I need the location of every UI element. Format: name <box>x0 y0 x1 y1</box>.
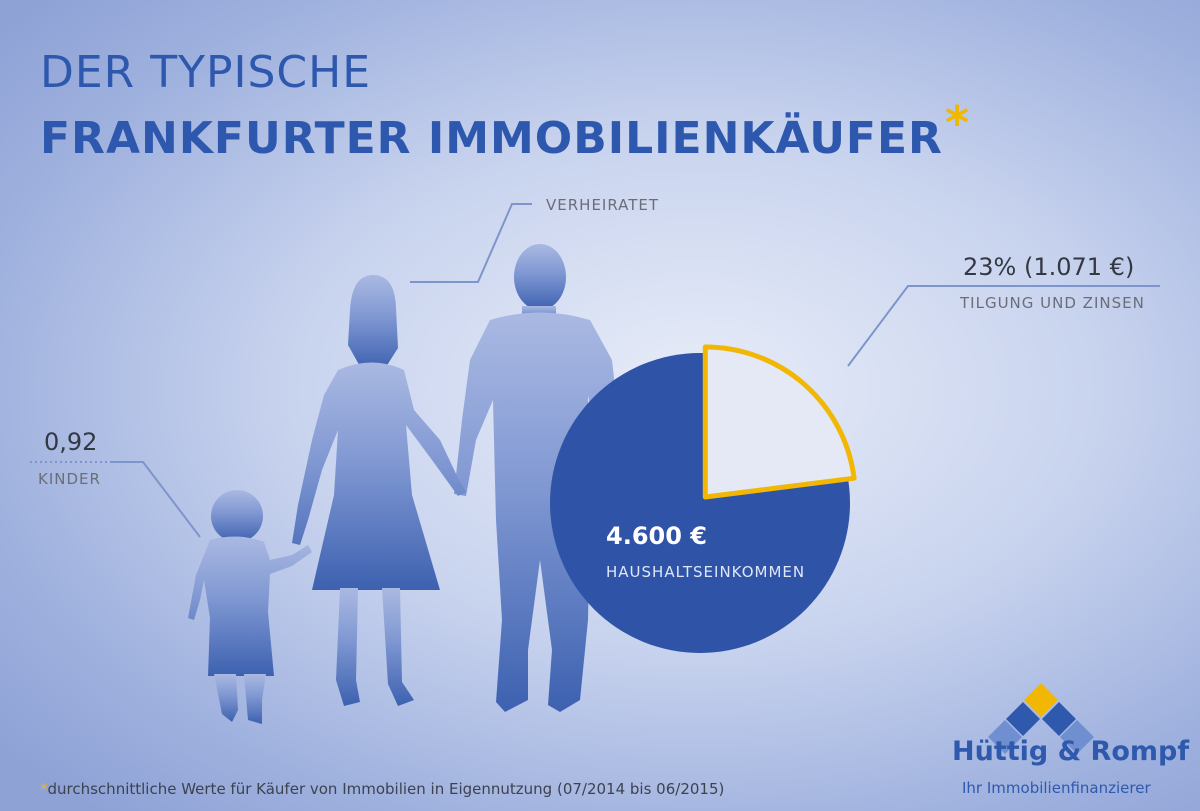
logo-mark <box>988 683 1094 754</box>
logo-diamond-right <box>1042 702 1076 736</box>
children-leader-line <box>110 461 201 538</box>
logo-diamond-gold <box>1024 683 1058 717</box>
title-line-1: DER TYPISCHE <box>40 47 372 98</box>
title-asterisk: * <box>944 96 970 150</box>
income-value: 4.600 € <box>606 522 707 550</box>
title-line-2-text: FRANKFURTER IMMOBILIENKÄUFER <box>40 113 943 164</box>
repayment-label: TILGUNG UND ZINSEN <box>960 294 1145 312</box>
leader-lines <box>110 203 1160 538</box>
repayment-value: 23% (1.071 €) <box>963 253 1135 281</box>
footnote-asterisk: * <box>40 780 48 798</box>
page-title: DER TYPISCHE FRANKFURTER IMMOBILIENKÄUFE… <box>40 48 970 164</box>
title-line-2: FRANKFURTER IMMOBILIENKÄUFER* <box>40 98 970 164</box>
children-value: 0,92 <box>44 428 98 456</box>
income-label: HAUSHALTSEINKOMMEN <box>606 563 806 581</box>
logo-name: Hüttig & Rompf <box>952 736 1190 767</box>
married-label: VERHEIRATET <box>546 196 660 214</box>
logo-diamond-outer-right <box>1060 720 1094 754</box>
married-leader-line <box>410 203 532 283</box>
pie-repayment-slice <box>702 344 857 500</box>
logo-tagline: Ihr Immobilienfinanzierer <box>962 779 1151 797</box>
children-label: KINDER <box>38 470 101 488</box>
footnote-text: durchschnittliche Werte für Käufer von I… <box>47 780 725 798</box>
logo-diamond-outer-left <box>988 720 1022 754</box>
footnote: *durchschnittliche Werte für Käufer von … <box>40 780 724 798</box>
child-silhouette <box>188 490 312 724</box>
repayment-leader-line <box>847 285 1160 367</box>
income-pie-chart <box>550 344 857 653</box>
logo-diamond-left <box>1006 702 1040 736</box>
woman-silhouette <box>292 275 466 706</box>
